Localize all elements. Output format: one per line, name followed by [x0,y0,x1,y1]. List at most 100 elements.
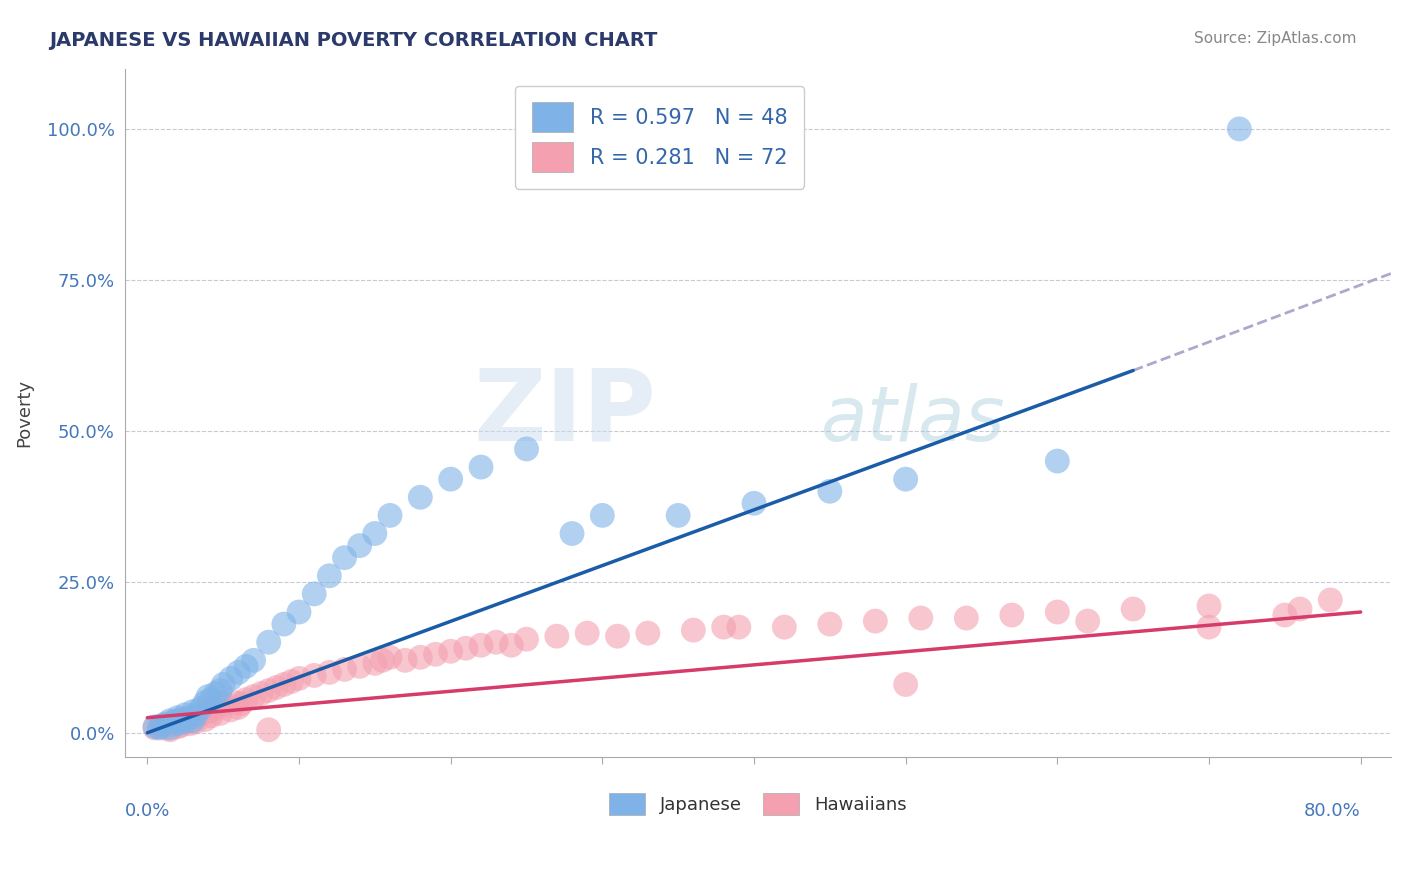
Point [184,714,207,729]
Point [212,696,235,710]
Point [515,632,537,647]
Point [204,701,226,715]
Point [200,709,222,723]
Text: 80.0%: 80.0% [1303,802,1361,820]
Point [1319,593,1341,607]
Point [440,644,463,658]
Point [152,718,174,732]
Point [166,720,188,734]
Point [170,718,193,732]
Point [501,638,523,652]
Point [1077,614,1099,628]
Point [1198,620,1220,634]
Text: atlas: atlas [821,383,1005,457]
Point [190,701,212,715]
Point [209,706,232,721]
Point [179,716,201,731]
Point [349,539,371,553]
Point [273,677,295,691]
Point [159,716,181,731]
Point [818,484,841,499]
Y-axis label: Poverty: Poverty [15,379,32,447]
Point [190,707,212,722]
Point [174,714,197,729]
Point [163,714,186,729]
Point [159,723,181,737]
Text: Source: ZipAtlas.com: Source: ZipAtlas.com [1194,31,1357,46]
Point [591,508,613,523]
Point [219,703,242,717]
Point [818,617,841,632]
Point [333,662,356,676]
Point [425,648,447,662]
Point [231,697,253,711]
Point [200,692,222,706]
Point [264,681,287,695]
Point [288,605,311,619]
Point [894,472,917,486]
Point [318,569,340,583]
Point [159,714,181,728]
Point [1198,599,1220,613]
Point [727,620,749,634]
Point [470,460,492,475]
Point [273,617,295,632]
Point [228,665,250,680]
Point [148,720,170,734]
Point [302,587,325,601]
Point [212,677,235,691]
Point [485,635,508,649]
Point [576,626,599,640]
Text: 0.0%: 0.0% [125,802,170,820]
Point [333,550,356,565]
Point [181,714,204,728]
Point [349,659,371,673]
Point [181,705,204,719]
Point [242,690,264,704]
Point [181,711,204,725]
Text: ZIP: ZIP [474,364,657,461]
Point [179,711,201,725]
Point [174,707,197,722]
Point [155,721,177,735]
Point [713,620,735,634]
Point [302,668,325,682]
Point [194,713,217,727]
Point [454,641,477,656]
Point [865,614,887,628]
Point [204,687,226,701]
Point [371,653,394,667]
Point [257,683,280,698]
Point [742,496,765,510]
Point [152,718,174,732]
Point [1046,605,1069,619]
Point [1227,122,1250,136]
Point [288,672,311,686]
Point [378,508,401,523]
Legend: Japanese, Hawaiians: Japanese, Hawaiians [600,783,915,823]
Point [228,700,250,714]
Point [163,714,186,729]
Point [394,653,416,667]
Point [170,713,193,727]
Point [894,677,917,691]
Point [159,721,181,735]
Point [280,674,302,689]
Point [242,653,264,667]
Point [143,720,166,734]
Point [250,687,273,701]
Point [561,526,583,541]
Point [224,696,246,710]
Point [378,650,401,665]
Point [666,508,689,523]
Point [682,623,704,637]
Point [515,442,537,456]
Point [194,696,217,710]
Point [318,665,340,680]
Point [546,629,568,643]
Point [257,723,280,737]
Point [166,716,188,731]
Text: JAPANESE VS HAWAIIAN POVERTY CORRELATION CHART: JAPANESE VS HAWAIIAN POVERTY CORRELATION… [49,31,658,50]
Point [773,620,796,634]
Point [409,650,432,665]
